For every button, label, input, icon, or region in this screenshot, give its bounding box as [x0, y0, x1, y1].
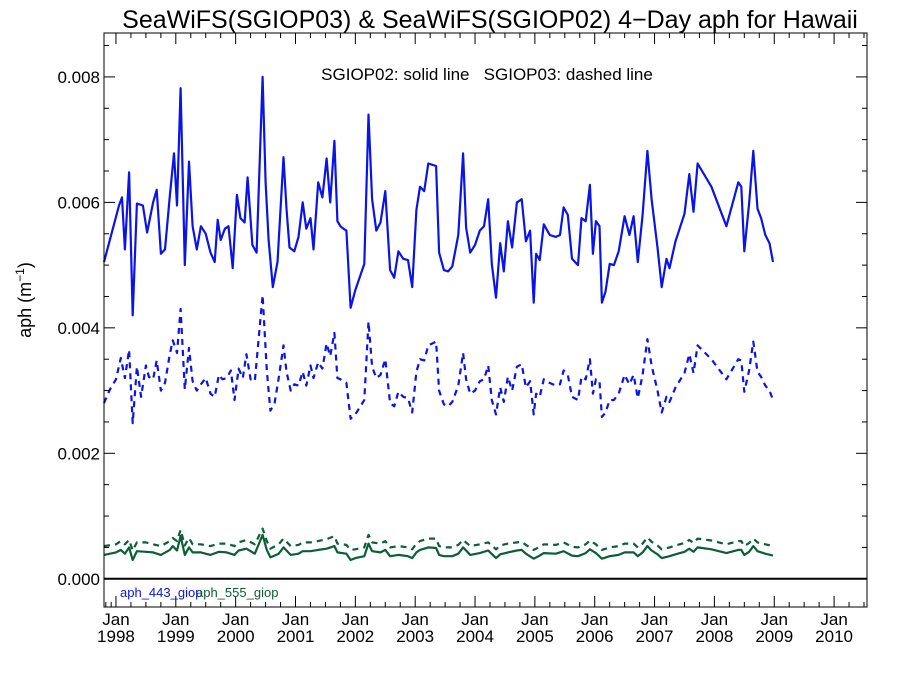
- x-tick-year-6: 2004: [456, 627, 494, 646]
- x-tick-month-6: Jan: [461, 610, 488, 629]
- series-line-2: [102, 294, 775, 425]
- x-tick-month-12: Jan: [820, 610, 847, 629]
- y-axis-label: aph (m−1): [13, 262, 35, 338]
- x-tick-year-11: 2009: [755, 627, 793, 646]
- y-tick-label-4: 0.008: [57, 68, 100, 87]
- x-tick-month-1: Jan: [162, 610, 189, 629]
- x-tick-month-7: Jan: [521, 610, 548, 629]
- x-tick-month-11: Jan: [761, 610, 788, 629]
- y-tick-label-1: 0.002: [57, 444, 100, 463]
- y-tick-label-3: 0.006: [57, 193, 100, 212]
- legend-entry-1: aph_443_giop: [120, 585, 202, 600]
- legend-entry-2: aph_555_giop: [196, 585, 278, 600]
- x-tick-month-0: Jan: [102, 610, 129, 629]
- x-tick-year-9: 2007: [636, 627, 674, 646]
- series-line-1: [102, 75, 775, 317]
- x-tick-year-1: 1999: [157, 627, 195, 646]
- x-tick-month-3: Jan: [282, 610, 309, 629]
- x-tick-year-8: 2006: [576, 627, 614, 646]
- x-tick-month-5: Jan: [401, 610, 428, 629]
- x-tick-month-10: Jan: [701, 610, 728, 629]
- y-axis-label-close: ): [15, 262, 35, 268]
- y-axis-label-exponent: −1: [13, 268, 27, 282]
- plot-frame: [103, 32, 868, 608]
- x-tick-year-7: 2005: [516, 627, 554, 646]
- series-line-4: [103, 533, 774, 562]
- x-tick-year-3: 2001: [277, 627, 315, 646]
- y-tick-label-0: 0.000: [57, 570, 100, 589]
- x-axis: Jan1998Jan1999Jan2000Jan2001Jan2002Jan20…: [97, 33, 865, 646]
- series-line-3: [103, 527, 774, 552]
- x-tick-year-0: 1998: [97, 627, 135, 646]
- x-tick-year-12: 2010: [815, 627, 853, 646]
- x-tick-month-8: Jan: [581, 610, 608, 629]
- plot-area: [102, 75, 867, 580]
- x-tick-year-4: 2002: [336, 627, 374, 646]
- x-tick-year-10: 2008: [695, 627, 733, 646]
- line-style-annotation: SGIOP02: solid line SGIOP03: dashed line: [321, 65, 653, 84]
- x-tick-year-2: 2000: [217, 627, 255, 646]
- y-axis: 0.000 0.002 0.004 0.006 0.008: [57, 45, 867, 589]
- x-tick-month-4: Jan: [342, 610, 369, 629]
- x-tick-month-9: Jan: [641, 610, 668, 629]
- y-axis-label-main: aph (m: [15, 282, 35, 338]
- series-layer: [102, 75, 775, 562]
- x-tick-year-5: 2003: [396, 627, 434, 646]
- y-tick-label-2: 0.004: [57, 319, 100, 338]
- x-tick-month-2: Jan: [222, 610, 249, 629]
- chart-title: SeaWiFS(SGIOP03) & SeaWiFS(SGIOP02) 4−Da…: [122, 6, 858, 34]
